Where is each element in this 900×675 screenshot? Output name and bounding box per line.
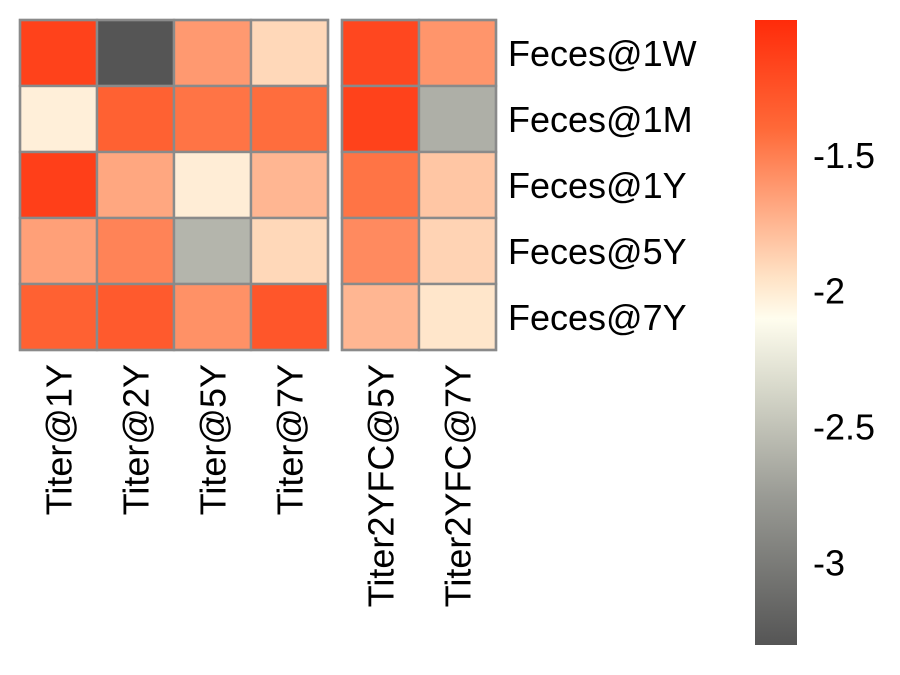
color-scale-ticks: -3 -2.5 -2 -1.5 [813, 135, 875, 584]
row-label: Feces@1M [508, 99, 693, 140]
heatmap-cell [417, 84, 498, 154]
heatmap-cell [18, 216, 99, 286]
column-label: Titer@1Y [39, 364, 80, 515]
heatmap-cell [95, 18, 176, 88]
heatmap-group-frame [340, 18, 498, 352]
column-label: Titer@5Y [193, 364, 234, 515]
column-label: Titer2YFC@5Y [361, 364, 402, 607]
color-scale-tick-label: -2.5 [813, 407, 875, 448]
heatmap-cell [18, 282, 99, 352]
heatmap-cell [340, 84, 421, 154]
heatmap-cell [340, 18, 421, 88]
heatmap-cell [18, 150, 99, 220]
color-scale-tick-label: -1.5 [813, 135, 875, 176]
row-label: Feces@1W [508, 33, 697, 74]
heatmap-cell [95, 150, 176, 220]
row-label: Feces@7Y [508, 297, 687, 338]
color-scale-bar [755, 20, 797, 645]
heatmap-cell [417, 18, 498, 88]
heatmap-cell [172, 18, 253, 88]
heatmap-cell [249, 150, 330, 220]
heatmap-cell [340, 282, 421, 352]
heatmap-cell [172, 282, 253, 352]
heatmap-cell [340, 150, 421, 220]
row-labels: Feces@1W Feces@1M Feces@1Y Feces@5Y Feces@7Y [508, 33, 697, 338]
color-scale-legend: -3 -2.5 -2 -1.5 [755, 20, 875, 645]
color-scale-tick-label: -3 [813, 542, 845, 583]
heatmap-cell [249, 84, 330, 154]
heatmap-cell [95, 216, 176, 286]
heatmap-cells [18, 18, 498, 352]
heatmap-cell [172, 84, 253, 154]
column-labels: Titer@1Y Titer@2Y Titer@5Y Titer@7Y Titer2YF… [39, 364, 479, 607]
row-label: Feces@1Y [508, 165, 687, 206]
heatmap-group-frame [18, 18, 330, 352]
heatmap-cell [172, 216, 253, 286]
heatmap-cell [249, 18, 330, 88]
heatmap-cell [249, 216, 330, 286]
row-label: Feces@5Y [508, 231, 687, 272]
heatmap-cell [417, 216, 498, 286]
heatmap-cell [340, 216, 421, 286]
heatmap-cell [18, 18, 99, 88]
column-label: Titer@7Y [270, 364, 311, 515]
heatmap-cell [417, 282, 498, 352]
column-label: Titer2YFC@7Y [438, 364, 479, 607]
heatmap-cell [95, 84, 176, 154]
heatmap-cell [249, 282, 330, 352]
heatmap-cell [18, 84, 99, 154]
column-label: Titer@2Y [116, 364, 157, 515]
heatmap-cell [417, 150, 498, 220]
heatmap-cell [172, 150, 253, 220]
color-scale-tick-label: -2 [813, 271, 845, 312]
heatmap-group-frames [18, 18, 498, 352]
heatmap-cell [95, 282, 176, 352]
